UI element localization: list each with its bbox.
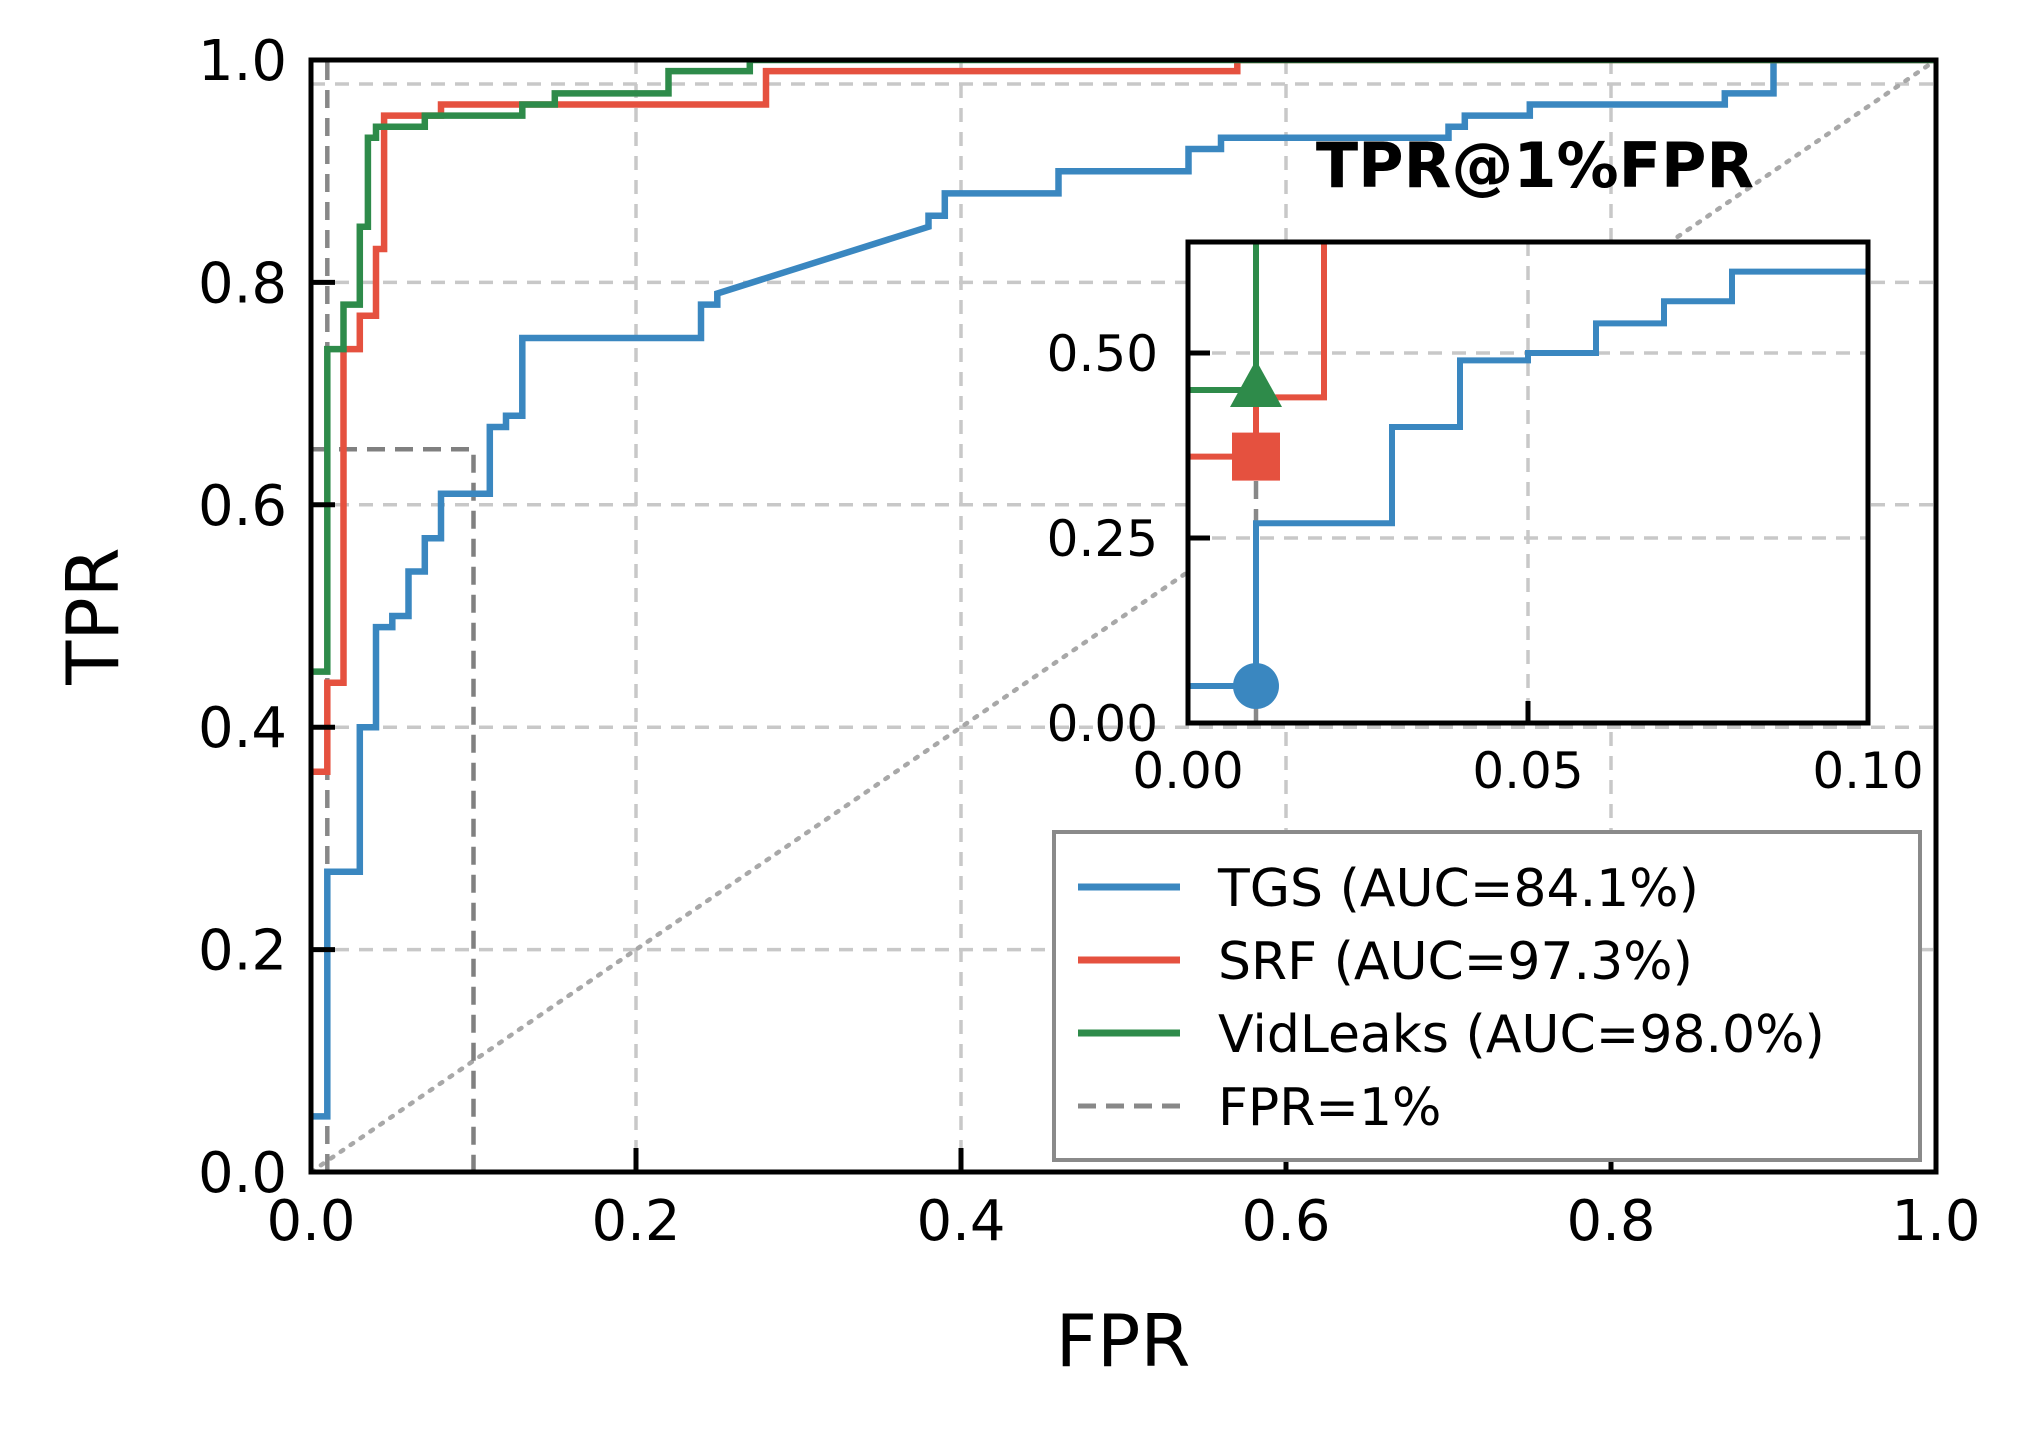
inset-x-tick-label: 0.05 (1472, 742, 1583, 800)
inset-series-srf-line (1188, 242, 1327, 460)
inset-series (1188, 242, 1868, 723)
y-tick-label: 0.8 (198, 251, 287, 316)
legend-label: SRF (AUC=97.3%) (1218, 932, 1693, 992)
main-plot-frame (308, 57, 1939, 1175)
x-tick-label: 0.4 (916, 1189, 1005, 1254)
zoom-region-box (311, 446, 476, 1172)
main-series (311, 60, 1936, 1172)
inset-title: TPR@1%FPR (1316, 129, 1754, 202)
inset-marker-tgs (1233, 663, 1279, 709)
x-tick-label: 0.2 (591, 1189, 680, 1254)
inset-y-tick-label: 0.25 (1047, 510, 1158, 568)
legend-label: FPR=1% (1218, 1078, 1441, 1138)
legend: TGS (AUC=84.1%) SRF (AUC=97.3%) VidLeaks (… (1052, 830, 1922, 1162)
y-tick-label: 0.6 (198, 474, 287, 539)
inset-y-tick-label: 0.50 (1047, 325, 1158, 383)
legend-entries: TGS (AUC=84.1%) SRF (AUC=97.3%) VidLeaks (… (1078, 859, 1825, 1138)
series-srf-line (311, 60, 1936, 775)
series-vidleaks-line (311, 60, 1936, 675)
inset-series-tgs-line (1188, 268, 1868, 689)
x-tick-label: 1.0 (1891, 1189, 1980, 1254)
legend-label: TGS (AUC=84.1%) (1217, 859, 1699, 919)
y-tick-label: 0.4 (198, 696, 287, 761)
diagonal-reference-line (311, 60, 1936, 1172)
legend-frame (1052, 830, 1922, 1162)
x-tick-label: 0.6 (1241, 1189, 1330, 1254)
series-tgs-line (311, 60, 1936, 1120)
inset-y-tick-label: 0.00 (1047, 695, 1158, 753)
inset-markers (1230, 360, 1282, 709)
inset-ticks: 0.00 0.05 0.10 0.00 0.25 0.50 (1047, 325, 1924, 800)
inset-x-tick-label: 0.10 (1812, 742, 1923, 800)
x-tick-label: 0.0 (266, 1189, 355, 1254)
x-axis-label: FPR (1056, 1299, 1191, 1383)
y-tick-label: 1.0 (198, 29, 287, 94)
inset-marker-vidleaks (1230, 360, 1282, 407)
y-axis-label: TPR (51, 547, 135, 685)
x-tick-label: 0.8 (1566, 1189, 1655, 1254)
inset-marker-srf (1232, 432, 1280, 481)
y-tick-label: 0.2 (198, 919, 287, 984)
legend-label: VidLeaks (AUC=98.0%) (1218, 1005, 1825, 1065)
inset-x-tick-label: 0.00 (1132, 742, 1243, 800)
y-tick-label: 0.0 (198, 1141, 287, 1206)
